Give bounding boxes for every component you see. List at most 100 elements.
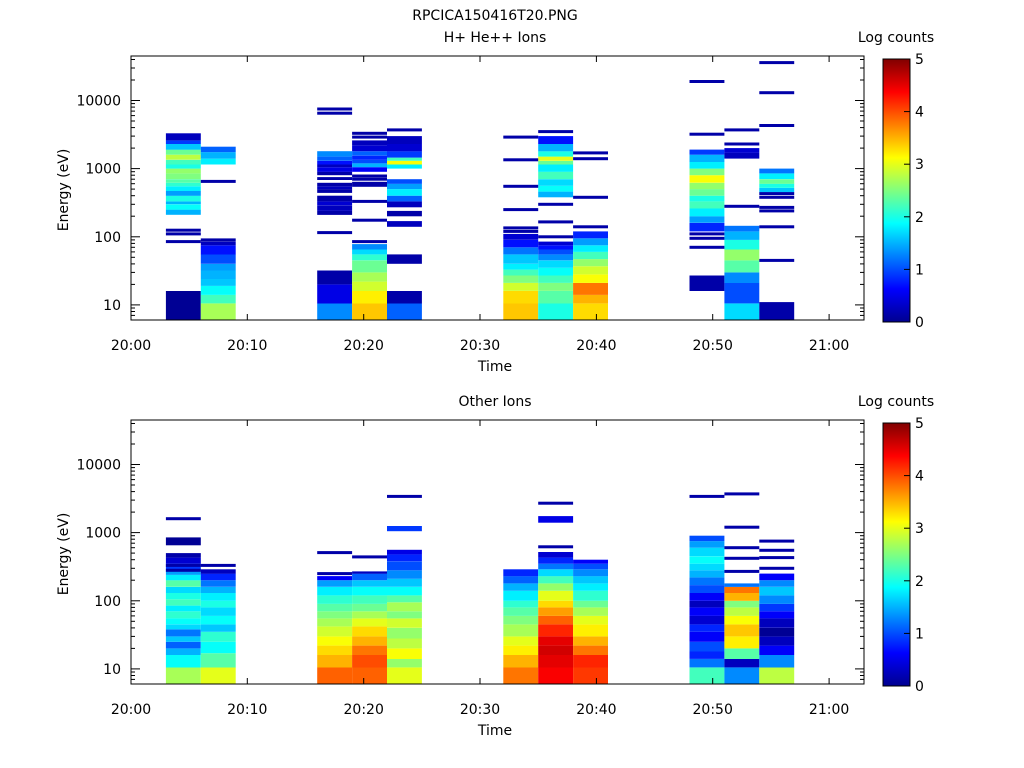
spectrogram-cell bbox=[503, 254, 539, 264]
x-tick-label: 21:00 bbox=[809, 702, 849, 718]
spectrogram-cell bbox=[317, 645, 353, 655]
spectrogram-cell bbox=[573, 238, 608, 246]
spectrogram-cell bbox=[317, 611, 353, 619]
spectrogram-cell bbox=[689, 631, 725, 642]
spectrogram-cell bbox=[352, 303, 387, 320]
spectrogram-cell bbox=[538, 245, 574, 250]
y-axis-ticks: 10 100 1000 10000 bbox=[76, 59, 864, 321]
spectrogram-line bbox=[317, 572, 353, 576]
spectrogram-line bbox=[538, 501, 574, 505]
spectrogram-cell bbox=[573, 569, 608, 577]
colorbar-tick-label: 0 bbox=[915, 679, 924, 695]
spectrogram-cell bbox=[724, 615, 760, 625]
spectrogram-cell bbox=[200, 254, 236, 264]
colorbar bbox=[882, 422, 911, 687]
spectrogram-cell bbox=[689, 195, 725, 202]
spectrogram-cell bbox=[352, 626, 387, 637]
panel-title: H+ He++ Ions bbox=[444, 30, 547, 46]
spectrogram-cell bbox=[759, 580, 795, 587]
y-axis-label: Energy (eV) bbox=[56, 513, 72, 596]
spectrogram-cell bbox=[200, 263, 236, 271]
spectrogram-cell bbox=[759, 667, 795, 684]
spectrogram-cell bbox=[200, 245, 236, 255]
colorbar-tick-label: 0 bbox=[915, 315, 924, 331]
spectrogram-cell bbox=[759, 183, 795, 188]
spectrogram-line bbox=[538, 220, 574, 224]
spectrogram-cell bbox=[724, 636, 760, 649]
spectrogram-line bbox=[200, 238, 236, 242]
colorbar-tick-label: 3 bbox=[915, 521, 924, 537]
spectrogram-cell bbox=[538, 516, 574, 523]
spectrogram-cell bbox=[200, 303, 236, 320]
spectrogram-cell bbox=[503, 590, 539, 601]
spectrogram-cell bbox=[759, 302, 795, 320]
y-axis-label: Energy (eV) bbox=[56, 149, 72, 232]
spectrogram-line bbox=[538, 130, 574, 134]
spectrogram-line bbox=[165, 568, 201, 572]
colorbar bbox=[882, 58, 911, 323]
spectrogram-cell bbox=[352, 151, 387, 156]
spectrogram-cell bbox=[689, 577, 725, 585]
spectrogram-cell bbox=[689, 182, 725, 190]
spectrogram-cell bbox=[538, 590, 574, 601]
spectrogram-cell bbox=[387, 144, 422, 152]
spectrogram-cell bbox=[352, 580, 387, 587]
spectrogram-cell bbox=[538, 185, 574, 192]
spectrogram-line bbox=[200, 563, 236, 567]
spectrogram-cell bbox=[573, 231, 608, 239]
spectrogram-line bbox=[200, 179, 236, 183]
spectrogram-line bbox=[317, 111, 353, 115]
spectrogram-cell bbox=[724, 600, 760, 608]
spectrogram-cell bbox=[165, 140, 201, 144]
spectrogram-line bbox=[759, 61, 795, 65]
x-tick-label: 20:50 bbox=[693, 338, 733, 354]
spectrogram-cell bbox=[317, 164, 353, 168]
x-tick-label: 20:30 bbox=[460, 338, 500, 354]
spectrogram-cell bbox=[689, 216, 725, 223]
spectrogram-cell bbox=[759, 645, 795, 655]
spectrogram-cell bbox=[165, 209, 201, 215]
spectrogram-cell bbox=[352, 244, 387, 250]
spectrogram-line bbox=[503, 135, 539, 139]
spectrogram-cell bbox=[538, 171, 574, 180]
spectrogram-cell bbox=[165, 186, 201, 191]
spectrogram-cell bbox=[689, 651, 725, 659]
spectrogram-cell bbox=[759, 179, 795, 184]
spectrogram-cell bbox=[165, 182, 201, 187]
spectrogram-cell bbox=[689, 175, 725, 183]
spectrogram-cell bbox=[724, 667, 760, 684]
spectrogram-cell bbox=[503, 247, 539, 255]
spectrogram-cell bbox=[165, 154, 201, 160]
spectrogram-cell bbox=[538, 136, 574, 144]
spectrogram-cell bbox=[387, 578, 422, 587]
spectrogram-cell bbox=[352, 573, 387, 581]
spectrogram-cell bbox=[503, 636, 539, 646]
spectrogram-cell bbox=[165, 580, 201, 587]
spectrogram-cell bbox=[317, 156, 353, 161]
spectrogram-cell bbox=[724, 624, 760, 637]
spectrogram-cell bbox=[387, 201, 422, 208]
spectrogram-cell bbox=[317, 205, 353, 211]
spectrogram-cell bbox=[165, 179, 201, 183]
spectrogram-cell bbox=[387, 554, 422, 562]
spectrogram-line bbox=[759, 124, 795, 127]
spectrogram-line bbox=[165, 240, 201, 244]
spectrogram-cell bbox=[503, 645, 539, 655]
spectrogram-cell bbox=[538, 645, 574, 655]
spectrogram-cell bbox=[387, 561, 422, 571]
spectrogram-cell bbox=[538, 254, 574, 261]
spectrogram-line bbox=[724, 569, 760, 573]
spectrogram-cell bbox=[538, 636, 574, 646]
plot-frame bbox=[130, 55, 865, 321]
spectrogram-cell bbox=[317, 151, 353, 157]
spectrogram-line bbox=[759, 566, 795, 570]
spectrogram-cell bbox=[387, 210, 422, 217]
y-tick-label: 1000 bbox=[85, 162, 121, 178]
spectrogram-cell bbox=[538, 552, 574, 558]
spectrogram-line bbox=[352, 555, 387, 559]
spectrogram-cell bbox=[387, 136, 422, 144]
spectrogram-cell bbox=[317, 655, 353, 668]
spectrogram-cell bbox=[724, 239, 760, 250]
spectrogram-cell bbox=[503, 303, 539, 320]
spectrogram-cell bbox=[689, 615, 725, 625]
